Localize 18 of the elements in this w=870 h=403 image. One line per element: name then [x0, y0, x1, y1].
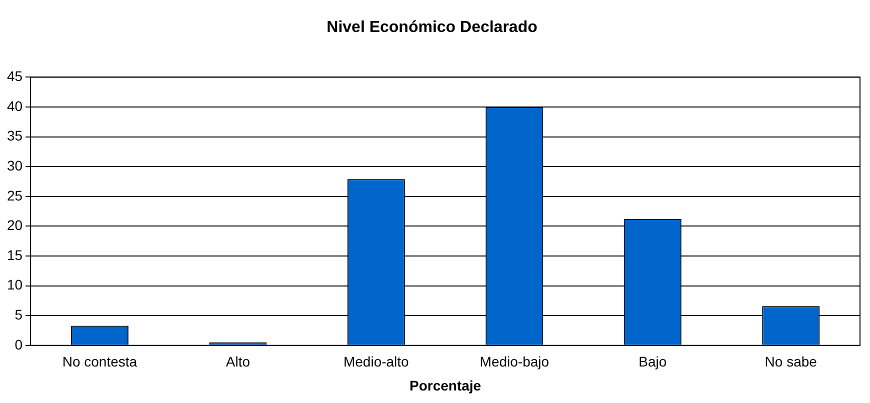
x-tick-label: No contesta [62, 354, 138, 370]
y-tick-label: 0 [14, 336, 23, 352]
x-tick-label: Medio-bajo [480, 354, 550, 370]
y-tick-label: 10 [6, 276, 23, 293]
x-tick-label: Alto [226, 354, 250, 370]
x-tick-label: No sabe [764, 354, 818, 370]
y-tick-label: 30 [6, 157, 23, 174]
x-axis-title: Porcentaje [409, 377, 482, 394]
y-tick-label: 5 [14, 306, 23, 322]
y-tick-label: 25 [6, 187, 23, 204]
y-tick-label: 45 [6, 68, 23, 84]
y-tick-label: 40 [6, 98, 23, 114]
y-tick-label: 15 [6, 246, 23, 263]
x-tick-label: Medio-alto [343, 354, 410, 370]
x-tick-label: Bajo [638, 354, 667, 370]
y-tick-label: 35 [6, 128, 23, 144]
y-tick-label: 20 [6, 217, 23, 234]
chart-title: Nivel Económico Declarado [326, 19, 538, 36]
